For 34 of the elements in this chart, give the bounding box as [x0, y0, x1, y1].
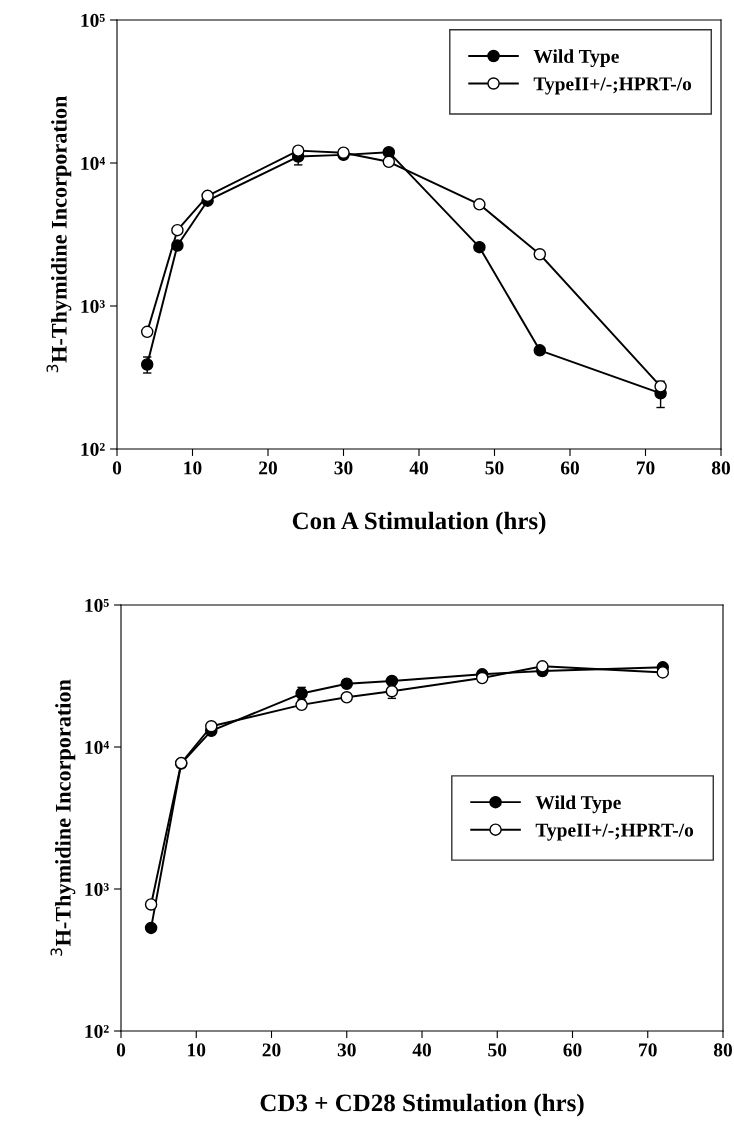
x-tick-label: 60	[563, 1043, 582, 1057]
x-tick-label: 10	[188, 1043, 206, 1057]
legend-label: Wild Type	[535, 795, 621, 814]
x-tick-label: 50	[488, 1043, 507, 1057]
x-axis-title: CD3 + CD28 Stimulation (hrs)	[260, 1093, 584, 1117]
y-tick-label: 10⁵	[85, 598, 109, 612]
x-tick-label: 20	[259, 461, 277, 475]
x-tick-label: 10	[184, 461, 202, 475]
y-tick-label: 10⁴	[81, 156, 105, 170]
x-tick-label: 40	[409, 461, 428, 475]
y-tick-label: 10²	[81, 442, 105, 456]
y-tick-label: 10²	[85, 1024, 109, 1038]
x-tick-label: 30	[334, 461, 353, 475]
y-tick-label: 10⁵	[81, 13, 105, 27]
x-tick-label: 40	[412, 1043, 431, 1057]
legend-label: TypeII+/-;HPRT-/o	[533, 77, 692, 95]
y-tick-label: 10³	[81, 299, 105, 313]
y-tick-label: 10⁴	[85, 740, 109, 754]
y-axis-title: $^{3}$H-Thymidine Incorporation	[50, 679, 76, 956]
x-tick-label: 80	[711, 461, 730, 475]
legend-label: TypeII+/-;HPRT-/o	[535, 823, 694, 841]
x-tick-label: 70	[636, 461, 655, 475]
legend-label: Wild Type	[533, 49, 619, 67]
x-tick-label: 50	[485, 461, 504, 475]
x-axis-title: Con A Stimulation (hrs)	[292, 511, 546, 535]
x-tick-label: 60	[560, 461, 579, 475]
x-tick-label: 30	[337, 1043, 356, 1057]
x-tick-label: 80	[713, 1043, 732, 1057]
y-axis-title: $^{3}$H-Thymidine Incorporation	[46, 95, 72, 373]
x-tick-label: 70	[639, 1043, 657, 1057]
x-tick-label: 20	[262, 1043, 281, 1057]
y-tick-label: 10³	[85, 882, 109, 896]
x-tick-label: 0	[116, 1043, 126, 1057]
x-tick-label: 0	[112, 461, 122, 475]
